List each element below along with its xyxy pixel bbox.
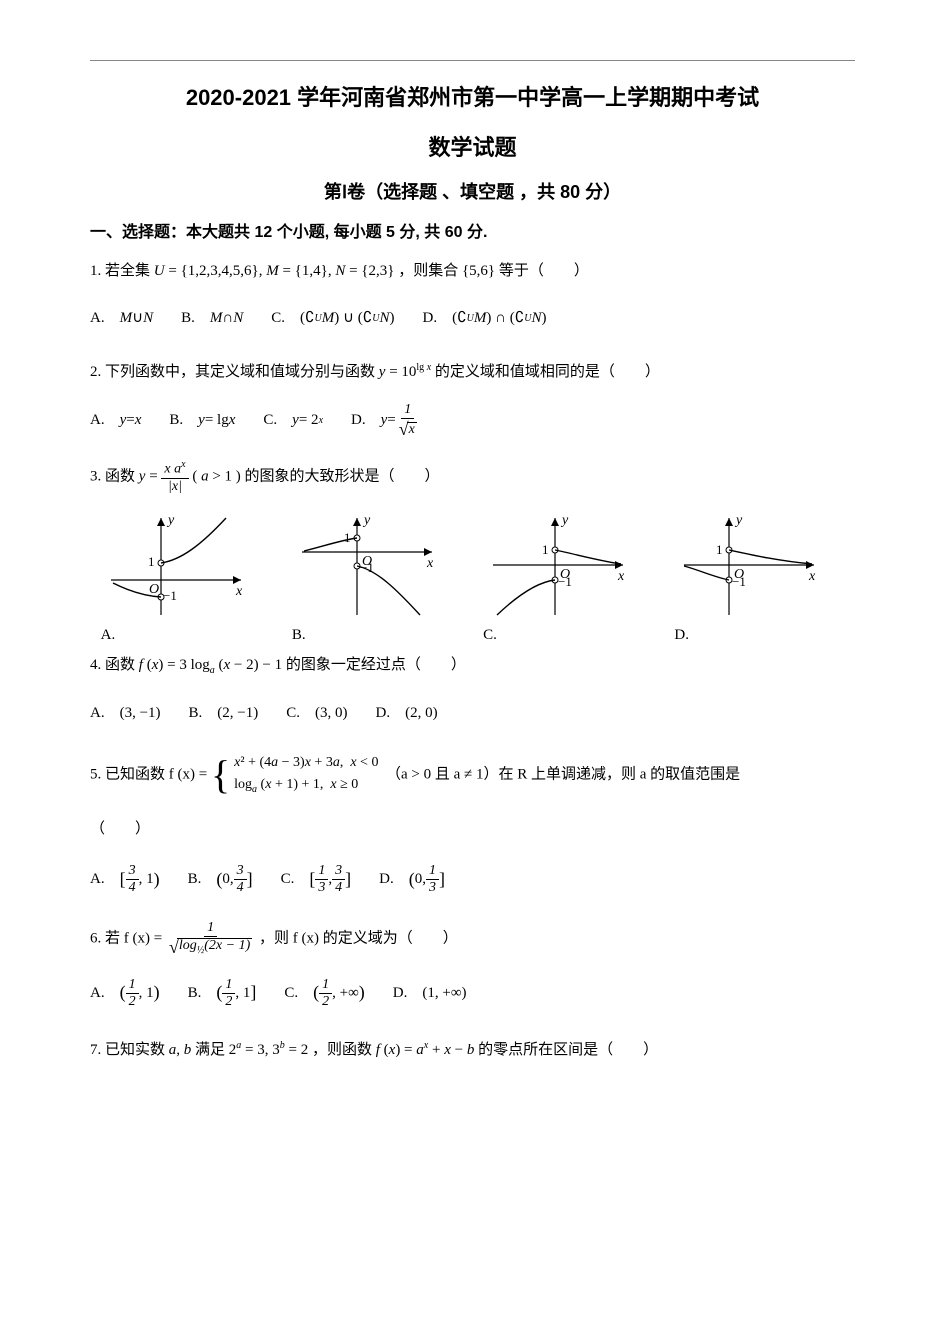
q2-optC: C. y = 2x <box>263 403 323 438</box>
svg-text:1: 1 <box>716 542 723 557</box>
graph-C-svg: O x y 1 −1 <box>483 510 633 620</box>
q5-optA: A. [34, 1) <box>90 860 160 900</box>
q4-optC: C. (3, 0) <box>286 697 347 730</box>
q6-num: 1 <box>204 921 217 937</box>
graph-B-svg: O x y 1 −1 <box>292 510 442 620</box>
q2-optB: B. y = lg x <box>169 403 235 438</box>
svg-text:y: y <box>560 513 569 528</box>
q6-optC: C. (12, +∞) <box>284 973 364 1013</box>
q6-optB: B. (12, 1] <box>188 973 257 1013</box>
svg-text:y: y <box>734 513 743 528</box>
q3-label-D: D. <box>674 627 844 644</box>
q1-prefix: 1. 若全集 <box>90 263 154 279</box>
svg-text:−1: −1 <box>558 574 572 589</box>
svg-text:−1: −1 <box>732 574 746 589</box>
q1-optC: C. (∁UM) ∪ (∁UN) <box>271 302 394 335</box>
q4-options: A. (3, −1) B. (2, −1) C. (3, 0) D. (2, 0… <box>90 697 855 730</box>
svg-text:x: x <box>617 569 625 584</box>
q5-optD: D. (0, 13] <box>379 860 445 900</box>
q4-stem: 4. 函数 f (x) = 3 loga (x − 2) − 1 的图象一定经过… <box>90 650 855 681</box>
q5-tail: （ ） <box>90 814 855 844</box>
q5-options: A. [34, 1) B. (0, 34] C. [13, 34] D. (0,… <box>90 860 855 900</box>
q3-cond: ( a > 1 ) <box>192 468 240 484</box>
q5-case1: x² + (4a − 3)x + 3a, x < 0 <box>234 752 378 774</box>
q5-stem: 5. 已知函数 f (x) = { x² + (4a − 3)x + 3a, x… <box>90 752 855 798</box>
q3-graph-A: O x y 1 −1 A. <box>101 510 271 644</box>
q2-optD-num: 1 <box>401 403 414 419</box>
svg-text:x: x <box>808 569 816 584</box>
q1-suffix: ，则集合 {5,6} 等于（ ） <box>398 263 589 279</box>
q5-optB: B. (0, 34] <box>188 860 253 900</box>
q3-label-C: C. <box>483 627 653 644</box>
q5-optC: C. [13, 34] <box>281 860 352 900</box>
q6-options: A. (12, 1) B. (12, 1] C. (12, +∞) D. (1,… <box>90 973 855 1013</box>
q6-optD: D. (1, +∞) <box>393 973 467 1013</box>
q5-case2: loga (x + 1) + 1, x ≥ 0 <box>234 774 378 798</box>
svg-text:x: x <box>426 556 434 571</box>
q1-sets: U <box>154 263 165 279</box>
q3-graphs: O x y 1 −1 A. O x y 1 −1 <box>90 510 855 644</box>
q2-optA: A. y = x <box>90 403 141 438</box>
q4-optB: B. (2, −1) <box>189 697 259 730</box>
q3-suffix: 的图象的大致形状是（ ） <box>245 468 440 484</box>
svg-text:1: 1 <box>148 554 155 569</box>
q1-optA: A. M ∪ N <box>90 302 153 335</box>
q4-optA: A. (3, −1) <box>90 697 161 730</box>
section-header: 一、选择题：本大题共 12 个小题, 每小题 5 分, 共 60 分. <box>90 218 855 242</box>
q1-optD: D. (∁UM) ∩ (∁UN) <box>423 302 547 335</box>
q6-prefix: 6. 若 f (x) = <box>90 931 166 947</box>
q1-stem: 1. 若全集 U = {1,2,3,4,5,6}, M = {1,4}, N =… <box>90 256 855 286</box>
graph-D-svg: O x y 1 −1 <box>674 510 824 620</box>
q4-optD: D. (2, 0) <box>376 697 438 730</box>
q1-options: A. M ∪ N B. M ∩ N C. (∁UM) ∪ (∁UN) D. (∁… <box>90 302 855 335</box>
graph-A-svg: O x y 1 −1 <box>101 510 251 620</box>
svg-text:x: x <box>235 584 243 599</box>
q5-cond: （a > 0 且 a ≠ 1）在 R 上单调递减，则 a 的取值范围是 <box>386 766 740 782</box>
q2-optD: D. y = 1√x <box>351 403 420 438</box>
title-sub: 数学试题 <box>90 130 855 162</box>
svg-text:−1: −1 <box>163 588 177 603</box>
q5-prefix: 5. 已知函数 f (x) = <box>90 766 211 782</box>
volume-header: 第Ⅰ卷（选择题 、填空题 ，共 80 分） <box>90 178 855 204</box>
q2-stem: 2. 下列函数中，其定义域和值域分别与函数 y = 10lg x 的定义域和值域… <box>90 357 855 387</box>
q3-label-A: A. <box>101 627 271 644</box>
q6-suffix: ，则 f (x) 的定义域为（ ） <box>259 931 458 947</box>
q2-options: A. y = x B. y = lg x C. y = 2x D. y = 1√… <box>90 403 855 438</box>
q6-stem: 6. 若 f (x) = 1 √log½(2x − 1) ，则 f (x) 的定… <box>90 921 855 957</box>
title-main: 2020-2021 学年河南省郑州市第一中学高一上学期期中考试 <box>90 80 855 112</box>
q3-stem: 3. 函数 y = x ax|x| ( a > 1 ) 的图象的大致形状是（ ） <box>90 460 855 494</box>
q3-graph-D: O x y 1 −1 D. <box>674 510 844 644</box>
svg-text:y: y <box>362 513 371 528</box>
q6-optA: A. (12, 1) <box>90 973 160 1013</box>
svg-text:y: y <box>166 513 175 528</box>
svg-text:1: 1 <box>542 542 549 557</box>
q3-graph-B: O x y 1 −1 B. <box>292 510 462 644</box>
page-top-rule <box>90 60 855 61</box>
q1-optB: B. M ∩ N <box>181 302 243 335</box>
q3-graph-C: O x y 1 −1 C. <box>483 510 653 644</box>
svg-text:1: 1 <box>344 530 351 545</box>
svg-text:O: O <box>149 582 159 597</box>
q3-prefix: 3. 函数 <box>90 468 139 484</box>
q3-label-B: B. <box>292 627 462 644</box>
q7-stem: 7. 已知实数 a, b 满足 2a = 3, 3b = 2 ，则函数 f (x… <box>90 1035 855 1065</box>
